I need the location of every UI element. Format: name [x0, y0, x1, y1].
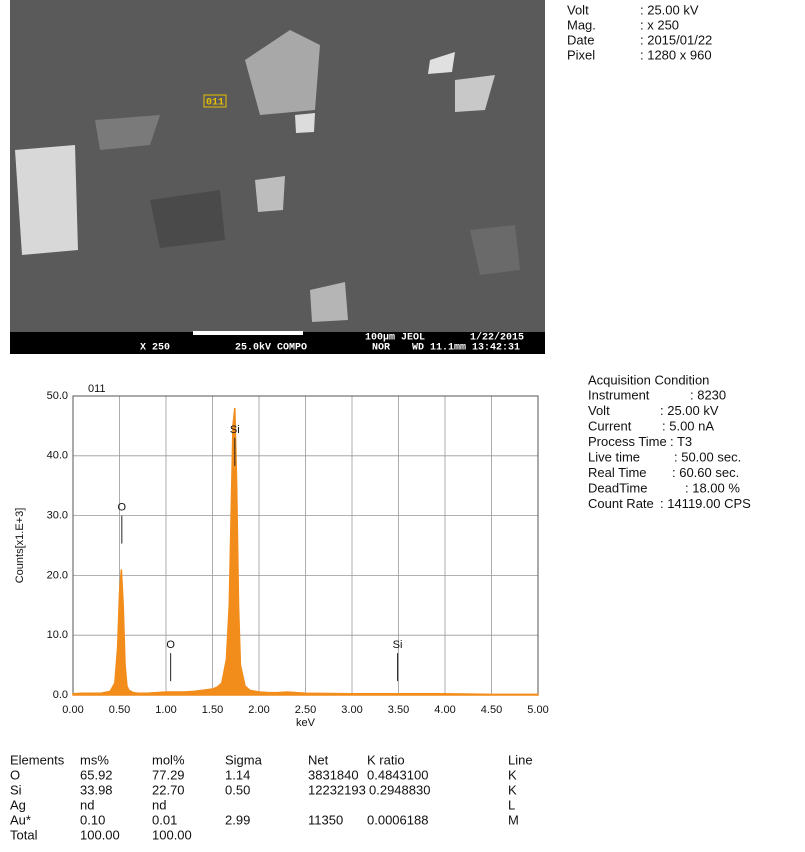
acq-value: : 60.60 sec.	[672, 465, 739, 480]
table-cell: 65.92	[80, 767, 113, 782]
x-tick-label: 0.50	[109, 704, 130, 716]
table-header: Line	[508, 752, 533, 767]
acq-key: Current	[588, 418, 632, 433]
report: 011 100µm JEOL 1/22/2015 X 250 25.0kV COM…	[0, 0, 805, 847]
acq-value: : 5.00 nA	[662, 418, 714, 433]
table-cell: 22.70	[152, 782, 185, 797]
y-tick-label: 30.0	[47, 510, 68, 522]
x-tick-label: 0.00	[62, 704, 83, 716]
info-key: Date	[567, 32, 594, 47]
acq-key: Process Time	[588, 434, 667, 449]
acq-value: : 50.00 sec.	[674, 449, 741, 464]
acq-key: Real Time	[588, 465, 647, 480]
table-cell: K	[508, 782, 517, 797]
acq-key: Count Rate	[588, 496, 654, 511]
acq-key: DeadTime	[588, 480, 647, 495]
x-tick-label: 1.00	[155, 704, 176, 716]
table-cell: M	[508, 812, 519, 827]
x-tick-label: 2.00	[248, 704, 269, 716]
table-header: Elements	[10, 752, 65, 767]
x-tick-label: 4.50	[481, 704, 502, 716]
peak-label: O	[166, 639, 175, 651]
y-tick-label: 50.0	[47, 390, 68, 402]
table-cell: 0.0006188	[367, 812, 428, 827]
table-cell: 12232193	[308, 782, 366, 797]
acq-title: Acquisition Condition	[588, 372, 709, 387]
table-cell: 100.00	[80, 827, 120, 842]
table-header: Net	[308, 752, 329, 767]
spot-marker: 011	[206, 98, 224, 109]
x-tick-label: 3.50	[388, 704, 409, 716]
x-tick-label: 3.00	[341, 704, 362, 716]
acq-value: : 18.00 %	[685, 480, 740, 495]
sem-caption: 25.0kV COMPO	[235, 342, 307, 354]
y-axis-label: Counts[x1.E+3]	[14, 508, 26, 584]
table-header: ms%	[80, 752, 109, 767]
info-value: : 1280 x 960	[640, 47, 712, 62]
x-axis-label: keV	[296, 717, 316, 729]
x-tick-label: 2.50	[295, 704, 316, 716]
chart-title: 011	[88, 383, 106, 395]
table-cell: Total	[10, 827, 38, 842]
table-cell: 3831840	[308, 767, 359, 782]
peak-label: Si	[393, 639, 403, 651]
table-cell: 1.14	[225, 767, 250, 782]
peak-label: Si	[230, 424, 240, 436]
table-cell: 33.98	[80, 782, 113, 797]
info-value: : x 250	[640, 17, 679, 32]
table-cell: 0.50	[225, 782, 250, 797]
table-cell: Ag	[10, 797, 26, 812]
info-value: : 2015/01/22	[640, 32, 712, 47]
page: { "sem_image": { "marker": "011", "scale…	[0, 0, 805, 847]
y-tick-label: 10.0	[47, 629, 68, 641]
table-cell: 2.99	[225, 812, 250, 827]
acq-key: Instrument	[588, 387, 650, 402]
table-cell: 100.00	[152, 827, 192, 842]
acq-value: : 25.00 kV	[660, 403, 719, 418]
info-key: Volt	[567, 2, 589, 17]
x-tick-label: 4.00	[434, 704, 455, 716]
y-tick-label: 0.0	[53, 689, 68, 701]
acq-value: : 8230	[690, 387, 726, 402]
info-key: Pixel	[567, 47, 595, 62]
sem-caption: NOR	[372, 343, 390, 354]
table-cell: K	[508, 767, 517, 782]
table-cell: 0.4843100	[367, 767, 428, 782]
table-cell: Au*	[10, 812, 31, 827]
table-cell: 11350	[308, 812, 343, 827]
table-cell: nd	[152, 797, 166, 812]
sem-image: 011 100µm JEOL 1/22/2015	[10, 0, 545, 354]
table-header: Sigma	[225, 752, 263, 767]
table-cell: O	[10, 767, 20, 782]
acq-value: : T3	[670, 434, 692, 449]
table-header: K ratio	[367, 752, 405, 767]
table-cell: L	[508, 797, 515, 812]
peak-label: O	[118, 502, 127, 514]
acq-key: Volt	[588, 403, 610, 418]
table-cell: nd	[80, 797, 94, 812]
x-tick-label: 1.50	[202, 704, 223, 716]
table-cell: 0.10	[80, 812, 105, 827]
acq-value: : 14119.00 CPS	[660, 496, 751, 511]
table-cell: Si	[10, 782, 22, 797]
x-tick-label: 5.00	[527, 704, 548, 716]
table-cell: 0.2948830	[369, 782, 430, 797]
info-value: : 25.00 kV	[640, 2, 699, 17]
table-header: mol%	[152, 752, 185, 767]
sem-caption: X 250	[140, 343, 170, 354]
table-cell: 77.29	[152, 767, 185, 782]
table-cell: 0.01	[152, 812, 177, 827]
sem-caption: WD 11.1mm 13:42:31	[412, 343, 520, 354]
y-tick-label: 20.0	[47, 569, 68, 581]
info-key: Mag.	[567, 17, 596, 32]
y-tick-label: 40.0	[47, 450, 68, 462]
acq-key: Live time	[588, 449, 640, 464]
